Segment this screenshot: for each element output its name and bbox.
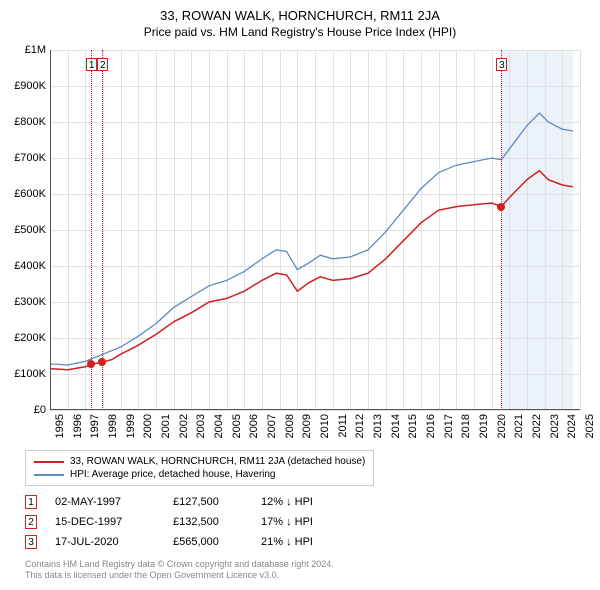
legend-swatch bbox=[34, 474, 64, 476]
legend-item: HPI: Average price, detached house, Have… bbox=[34, 468, 365, 481]
x-axis-tick-label: 2002 bbox=[178, 414, 190, 454]
y-axis-tick-label: £700K bbox=[4, 152, 46, 164]
sale-price: £127,500 bbox=[173, 496, 243, 508]
x-axis-tick-label: 2024 bbox=[566, 414, 578, 454]
series-hpi bbox=[50, 113, 573, 365]
legend-label: HPI: Average price, detached house, Have… bbox=[70, 469, 276, 480]
x-axis-tick-label: 2015 bbox=[407, 414, 419, 454]
sale-marker-number: 2 bbox=[97, 58, 108, 71]
chart-title: 33, ROWAN WALK, HORNCHURCH, RM11 2JA bbox=[0, 8, 600, 23]
x-axis-tick-label: 1997 bbox=[89, 414, 101, 454]
footer-line: Contains HM Land Registry data © Crown c… bbox=[25, 559, 334, 571]
x-axis-tick-label: 2011 bbox=[337, 414, 349, 454]
sale-marker-line bbox=[91, 50, 92, 410]
x-axis-tick-label: 2005 bbox=[231, 414, 243, 454]
y-axis-tick-label: £0 bbox=[4, 404, 46, 416]
x-axis-tick-label: 2007 bbox=[266, 414, 278, 454]
x-axis-tick-label: 1996 bbox=[72, 414, 84, 454]
sale-delta: 17% ↓ HPI bbox=[261, 516, 351, 528]
x-axis-tick-label: 2012 bbox=[354, 414, 366, 454]
x-axis-tick-label: 2017 bbox=[443, 414, 455, 454]
x-axis-tick-label: 1998 bbox=[107, 414, 119, 454]
footer-attribution: Contains HM Land Registry data © Crown c… bbox=[25, 559, 334, 582]
legend-box: 33, ROWAN WALK, HORNCHURCH, RM11 2JA (de… bbox=[25, 450, 374, 486]
x-axis-tick-label: 2008 bbox=[284, 414, 296, 454]
x-axis-tick-label: 2025 bbox=[584, 414, 596, 454]
x-axis-tick-label: 2023 bbox=[549, 414, 561, 454]
sale-delta: 12% ↓ HPI bbox=[261, 496, 351, 508]
sale-price: £565,000 bbox=[173, 536, 243, 548]
x-axis-tick-label: 2001 bbox=[160, 414, 172, 454]
down-arrow-icon: ↓ bbox=[286, 516, 292, 528]
sale-marker-number: 1 bbox=[86, 58, 97, 71]
sale-marker-dot bbox=[98, 358, 106, 366]
x-axis-tick-label: 2006 bbox=[248, 414, 260, 454]
sale-date: 15-DEC-1997 bbox=[55, 516, 155, 528]
sale-date: 17-JUL-2020 bbox=[55, 536, 155, 548]
sale-number-box: 1 bbox=[25, 495, 37, 509]
x-axis-tick-label: 1995 bbox=[54, 414, 66, 454]
x-axis-tick-label: 2009 bbox=[301, 414, 313, 454]
y-axis-tick-label: £800K bbox=[4, 116, 46, 128]
y-axis-tick-label: £300K bbox=[4, 296, 46, 308]
sale-date: 02-MAY-1997 bbox=[55, 496, 155, 508]
sale-number-box: 2 bbox=[25, 515, 37, 529]
x-axis-tick-label: 2014 bbox=[390, 414, 402, 454]
x-axis-tick-label: 2000 bbox=[142, 414, 154, 454]
chart-subtitle: Price paid vs. HM Land Registry's House … bbox=[0, 25, 600, 39]
x-axis-tick-label: 2019 bbox=[478, 414, 490, 454]
sale-marker-line bbox=[102, 50, 103, 410]
x-axis-tick-label: 2004 bbox=[213, 414, 225, 454]
y-axis-tick-label: £400K bbox=[4, 260, 46, 272]
y-axis-tick-label: £900K bbox=[4, 80, 46, 92]
legend-swatch bbox=[34, 461, 64, 463]
x-axis-tick-label: 2003 bbox=[195, 414, 207, 454]
x-axis-tick-label: 2016 bbox=[425, 414, 437, 454]
sales-row: 1 02-MAY-1997 £127,500 12% ↓ HPI bbox=[25, 492, 351, 512]
x-axis-tick-label: 2020 bbox=[496, 414, 508, 454]
sale-price: £132,500 bbox=[173, 516, 243, 528]
sales-row: 3 17-JUL-2020 £565,000 21% ↓ HPI bbox=[25, 532, 351, 552]
sale-delta: 21% ↓ HPI bbox=[261, 536, 351, 548]
chart-plot-area: 12 3 bbox=[50, 50, 580, 410]
sale-marker-dot bbox=[497, 203, 505, 211]
footer-line: This data is licensed under the Open Gov… bbox=[25, 570, 334, 582]
legend-item: 33, ROWAN WALK, HORNCHURCH, RM11 2JA (de… bbox=[34, 455, 365, 468]
chart-container: { "title": "33, ROWAN WALK, HORNCHURCH, … bbox=[0, 0, 600, 590]
x-axis-tick-label: 2021 bbox=[513, 414, 525, 454]
sales-row: 2 15-DEC-1997 £132,500 17% ↓ HPI bbox=[25, 512, 351, 532]
down-arrow-icon: ↓ bbox=[286, 496, 292, 508]
down-arrow-icon: ↓ bbox=[286, 536, 292, 548]
sale-marker-line bbox=[501, 50, 502, 410]
y-axis-tick-label: £100K bbox=[4, 368, 46, 380]
legend-label: 33, ROWAN WALK, HORNCHURCH, RM11 2JA (de… bbox=[70, 456, 365, 467]
x-axis-tick-label: 2013 bbox=[372, 414, 384, 454]
y-axis-tick-label: £600K bbox=[4, 188, 46, 200]
x-axis-tick-label: 2018 bbox=[460, 414, 472, 454]
x-axis-tick-label: 1999 bbox=[125, 414, 137, 454]
x-axis-tick-label: 2010 bbox=[319, 414, 331, 454]
sale-number-box: 3 bbox=[25, 535, 37, 549]
sales-table: 1 02-MAY-1997 £127,500 12% ↓ HPI 2 15-DE… bbox=[25, 492, 351, 552]
y-axis-tick-label: £500K bbox=[4, 224, 46, 236]
y-axis-tick-label: £200K bbox=[4, 332, 46, 344]
series-property bbox=[50, 171, 573, 370]
x-axis-tick-label: 2022 bbox=[531, 414, 543, 454]
sale-marker-number: 3 bbox=[496, 58, 507, 71]
sale-marker-dot bbox=[87, 360, 95, 368]
y-axis-tick-label: £1M bbox=[4, 44, 46, 56]
